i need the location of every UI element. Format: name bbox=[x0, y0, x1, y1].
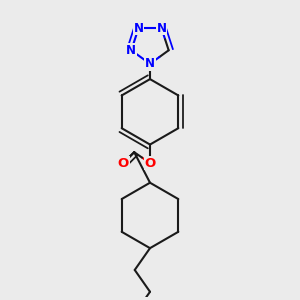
Text: N: N bbox=[145, 57, 155, 70]
Text: N: N bbox=[157, 22, 166, 35]
Text: N: N bbox=[134, 22, 143, 35]
Text: N: N bbox=[126, 44, 136, 57]
Text: O: O bbox=[144, 157, 156, 169]
Text: O: O bbox=[118, 157, 129, 169]
